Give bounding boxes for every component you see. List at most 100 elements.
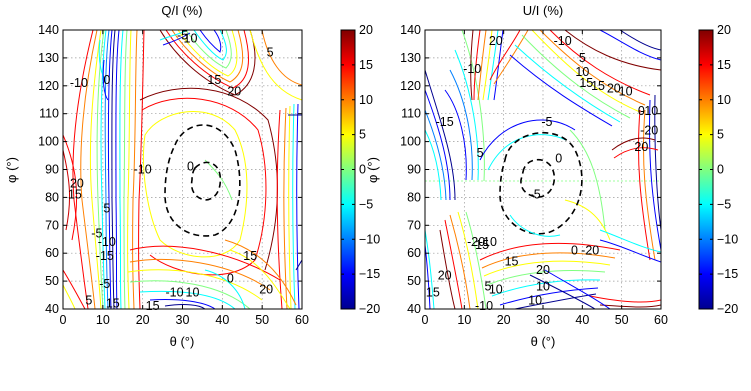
colorbar-ticks: 20 15 10 5 0 −5 −10 −15 −20 [341, 23, 380, 316]
contour-label: -10 [134, 163, 152, 177]
contour-label: 0 [555, 151, 562, 165]
colorbar-tick-label: −15 [717, 267, 738, 281]
y-tick-label: 130 [400, 51, 421, 65]
contour-label: 15 [146, 299, 160, 313]
x-tick-label: 60 [654, 313, 668, 327]
y-tick-label: 50 [407, 274, 421, 288]
contour-label: -10 [70, 76, 88, 90]
contour-label: 20 [70, 176, 84, 190]
contour-label: 10 [619, 84, 633, 98]
colorbar-tick-label: −15 [359, 267, 380, 281]
contour-label: -10 [640, 104, 658, 118]
contour-label: 0 [227, 271, 234, 285]
contour-label: 15 [106, 296, 120, 310]
chart-q-over-i: Q/I (%) [4, 3, 380, 349]
y-tick-label: 110 [39, 107, 59, 121]
contour-label: -15 [436, 115, 454, 129]
y-tick-label: 60 [407, 246, 421, 260]
contour-label: -20 [640, 123, 658, 137]
contour-label: -10 [554, 34, 572, 48]
y-tick-label: 60 [45, 246, 59, 260]
x-tick-label: 10 [457, 313, 471, 327]
contour-label: -5 [177, 29, 188, 43]
contour-label: -15 [96, 249, 114, 263]
contour-label: -10 [165, 285, 183, 299]
colorbar-tick-label: −20 [359, 302, 380, 316]
colorbar-tick-label: 5 [359, 128, 366, 142]
y-tick-label: 70 [407, 218, 421, 232]
colorbar-tick-label: 10 [717, 93, 731, 107]
contour-label: 15 [68, 188, 82, 202]
contour-label: 20 [259, 282, 273, 296]
y-axis-label: φ (°) [365, 157, 380, 183]
contour-label: 5 [579, 51, 586, 65]
y-tick-label: 100 [400, 135, 421, 149]
contour-label: -20 [467, 235, 485, 249]
contour-label: -10 [463, 62, 481, 76]
x-tick-label: 50 [255, 313, 269, 327]
x-tick-label: 30 [176, 313, 190, 327]
contour-label: 0 [571, 243, 578, 257]
contour-label: 15 [426, 285, 440, 299]
contour-label: 10 [536, 280, 550, 294]
contour-label: 15 [505, 255, 519, 269]
y-tick-label: 90 [407, 163, 421, 177]
colorbar-tick-label: −5 [359, 197, 373, 211]
x-tick-label: 0 [422, 313, 429, 327]
y-tick-label: 120 [38, 79, 59, 93]
chart-title: Q/I (%) [161, 3, 202, 18]
x-tick-label: 40 [215, 313, 229, 327]
contour-label: 10 [575, 65, 589, 79]
contour-label: 15 [591, 79, 605, 93]
contour-label: 20 [489, 34, 503, 48]
colorbar-tick-label: −10 [717, 232, 738, 246]
y-tick-label: 100 [38, 135, 59, 149]
contour-label: -5 [99, 277, 110, 291]
contour-label: 0 [187, 160, 194, 174]
y-tick-label: 80 [407, 190, 421, 204]
x-axis-label: θ (°) [170, 334, 195, 349]
y-tick-label: 80 [45, 190, 59, 204]
x-tick-label: 60 [295, 313, 309, 327]
y-tick-label: 50 [45, 274, 59, 288]
x-tick-label: 0 [60, 313, 67, 327]
colorbar-tick-label: 10 [359, 93, 373, 107]
x-tick-label: 20 [497, 313, 511, 327]
contour-label: -10 [475, 299, 493, 313]
y-tick-label: 70 [45, 218, 59, 232]
contour-label: -5 [541, 115, 552, 129]
y-tick-label: 140 [38, 23, 59, 37]
x-tick-label: 20 [136, 313, 150, 327]
colorbar-tick-label: −10 [359, 232, 380, 246]
contour-label: 5 [267, 45, 274, 59]
contour-label: 5 [477, 146, 484, 160]
y-tick-label: 40 [45, 302, 59, 316]
contour-label: -5 [530, 188, 541, 202]
x-tick-label: 40 [575, 313, 589, 327]
contour-label: -20 [581, 243, 599, 257]
grid-lines [63, 30, 302, 309]
colorbar-tick-label: 15 [359, 58, 373, 72]
colorbar-tick-label: −5 [717, 197, 731, 211]
contour-label: 15 [579, 76, 593, 90]
contour-label: 10 [489, 282, 503, 296]
contour-label: 10 [184, 31, 198, 45]
x-axis-label: θ (°) [531, 334, 556, 349]
contour-label: 20 [227, 84, 241, 98]
x-tick-label: 50 [615, 313, 629, 327]
contour-label: 5 [85, 294, 92, 308]
chart-title: U/I (%) [523, 3, 563, 18]
colorbar-tick-label: −20 [717, 302, 738, 316]
colorbar: 20 15 10 5 0 −5 −10 −15 −20 [340, 23, 380, 316]
y-tick-label: 90 [45, 163, 59, 177]
contour-label: 10 [186, 285, 200, 299]
colorbar-tick-label: 0 [717, 163, 724, 177]
colorbar-tick-label: 5 [717, 128, 724, 142]
colorbar-tick-label: 15 [717, 58, 731, 72]
contour-label: 0 [103, 73, 110, 87]
y-tick-label: 120 [400, 79, 421, 93]
